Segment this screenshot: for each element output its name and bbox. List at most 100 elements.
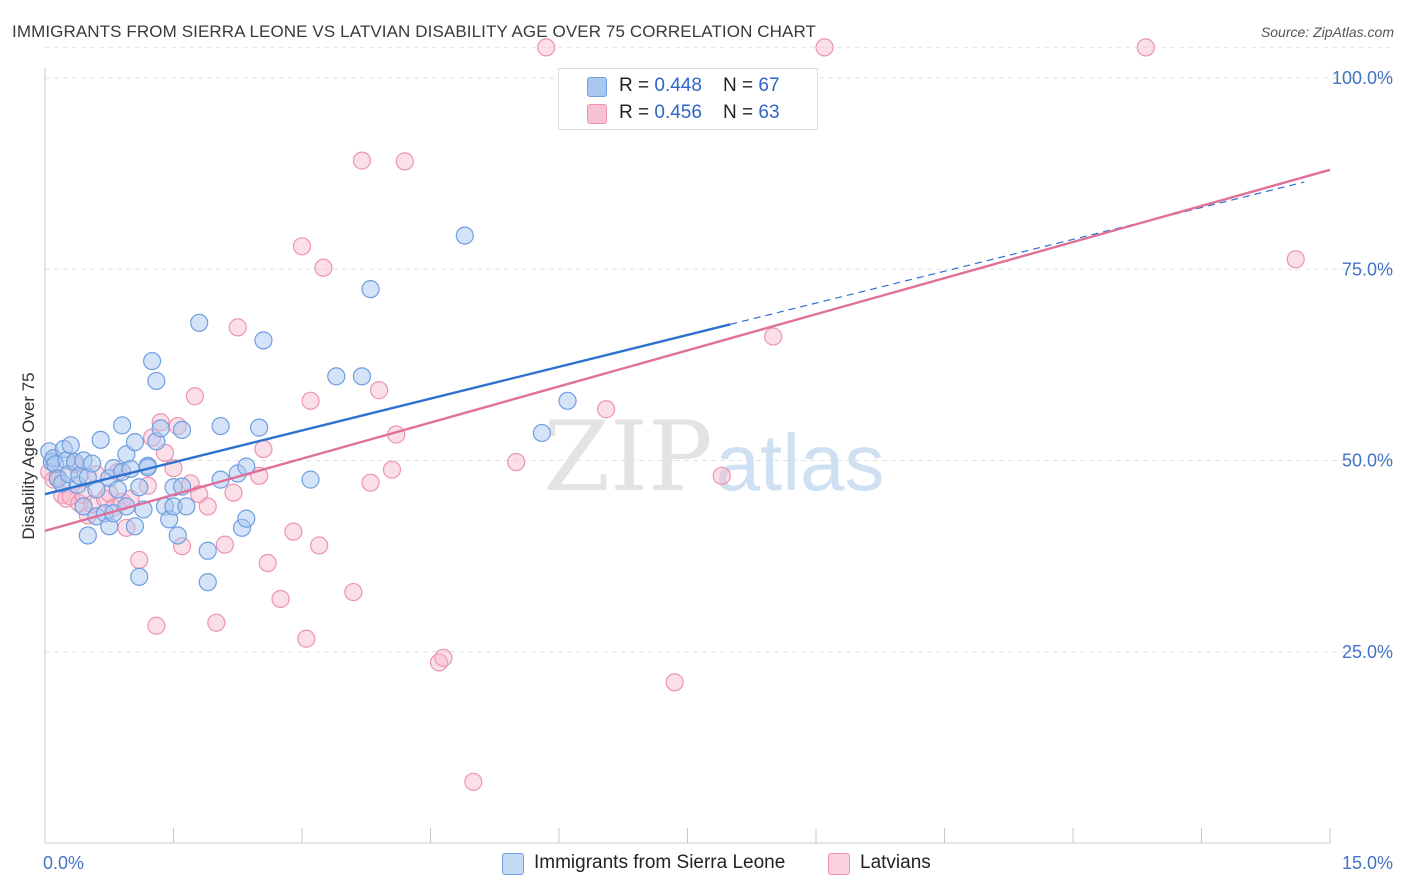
latvians-point: [185, 387, 205, 406]
sierra-leone-point: [558, 391, 577, 410]
latvians-point: [1286, 250, 1305, 269]
sierra-leone-point: [168, 526, 187, 545]
sierra-leone-point: [108, 480, 127, 499]
y-tick-label: 75.0%: [1342, 259, 1393, 279]
sierra-leone-swatch: [502, 853, 524, 875]
pink-swatch: [587, 104, 607, 124]
sierra-leone-point: [78, 526, 97, 545]
latvians-point: [370, 381, 389, 400]
latvians-point: [537, 38, 556, 57]
latvians-point: [382, 460, 402, 479]
sierra-leone-point: [142, 351, 162, 371]
series-legend: Immigrants from Sierra Leone Latvians: [0, 852, 1406, 878]
correlation-legend: R = 0.448 N = 67 R = 0.456 N = 63: [558, 68, 818, 130]
y-tick-label: 50.0%: [1342, 451, 1393, 471]
latvians-point: [764, 327, 783, 346]
sierra-leone-point: [151, 419, 170, 438]
sierra-leone-point: [198, 541, 217, 560]
sierra-leone-point: [250, 418, 269, 437]
latvians-point: [215, 535, 234, 554]
blue-swatch: [587, 77, 607, 97]
sierra-leone-trend-line: [44, 323, 731, 496]
sierra-leone-point: [74, 497, 93, 516]
sierra-leone-point: [125, 517, 145, 536]
sierra-leone-point: [130, 478, 149, 497]
latvians-point: [815, 38, 834, 57]
sierra-leone-point: [237, 509, 256, 528]
latvians-point: [198, 497, 217, 516]
sierra-leone-point: [190, 313, 209, 332]
y-tick-label: 100.0%: [1332, 68, 1393, 88]
sierra-leone-point: [147, 371, 166, 391]
blue-n-value: 67: [758, 75, 780, 96]
latvians-point: [254, 439, 273, 459]
latvians-point: [507, 452, 526, 472]
latvians-trend-line: [44, 168, 1331, 533]
latvians-point: [344, 582, 363, 602]
zipatlas-watermark: ZIP atlas: [543, 401, 884, 513]
latvians-point: [712, 466, 731, 485]
sierra-leone-point: [61, 436, 80, 455]
sierra-leone-point: [211, 416, 230, 436]
latvians-point: [284, 522, 303, 541]
sierra-leone-label: Immigrants from Sierra Leone: [534, 852, 786, 873]
latvians-point: [297, 629, 316, 648]
latvians-point: [207, 613, 226, 632]
sierra-leone-points: [40, 226, 577, 592]
latvians-label: Latvians: [860, 852, 931, 873]
axis-labels: 25.0% 50.0% 75.0% 100.0% 0.0% 15.0% Disability…: [19, 68, 1393, 873]
latvians-point: [434, 648, 453, 667]
latvians-point: [258, 553, 277, 573]
pink-n-value: 63: [758, 102, 780, 123]
latvians-point: [147, 616, 166, 635]
source-label: Source: ZipAtlas.com: [1260, 24, 1394, 40]
pink-r-label: R =: [619, 102, 655, 123]
pink-r-value: 0.456: [654, 102, 702, 123]
pink-n-label: N =: [723, 102, 759, 123]
latvians-point: [292, 237, 312, 256]
y-tick-label: 25.0%: [1342, 642, 1393, 662]
sierra-leone-point: [83, 454, 102, 473]
latvians-point: [228, 318, 247, 337]
sierra-leone-point: [198, 573, 217, 592]
y-axis-title: Disability Age Over 75: [19, 372, 38, 539]
sierra-leone-point: [301, 470, 320, 489]
latvians-point: [597, 400, 616, 419]
latvians-point: [224, 483, 243, 502]
sierra-leone-point: [125, 433, 145, 452]
sierra-leone-point: [177, 497, 196, 516]
latvians-point: [361, 473, 380, 492]
sierra-leone-point: [352, 367, 372, 386]
latvians-point: [314, 258, 333, 277]
blue-n-label: N =: [723, 75, 759, 96]
sierra-leone-point: [327, 367, 346, 386]
latvians-point: [352, 151, 372, 170]
sierra-leone-point: [130, 567, 149, 586]
latvians-point: [1136, 38, 1155, 57]
sierra-leone-point: [455, 226, 474, 245]
sierra-leone-point: [172, 420, 192, 439]
latvians-point: [271, 589, 290, 609]
gridlines: [45, 46, 1392, 653]
blue-r-label: R =: [619, 75, 655, 96]
latvians-point: [301, 391, 320, 410]
latvians-point: [130, 550, 149, 570]
latvians-swatch: [828, 853, 850, 875]
sierra-leone-point: [361, 280, 380, 299]
trend-lines: [44, 168, 1331, 533]
latvians-point: [310, 536, 329, 555]
x-tick-label: 0.0%: [43, 853, 84, 873]
watermark-atlas: atlas: [716, 418, 885, 507]
sierra-leone-point: [254, 331, 273, 350]
chart-title: IMMIGRANTS FROM SIERRA LEONE VS LATVIAN …: [12, 22, 817, 41]
latvians-point: [665, 673, 684, 692]
latvians-point: [464, 772, 483, 791]
sierra-leone-point: [91, 430, 110, 449]
sierra-leone-point: [112, 416, 132, 435]
sierra-leone-point: [532, 423, 551, 443]
x-tick-label: 15.0%: [1342, 853, 1393, 873]
latvians-point: [395, 152, 414, 171]
sierra-leone-trend-extension: [730, 181, 1305, 325]
watermark-zip: ZIP: [543, 401, 712, 513]
